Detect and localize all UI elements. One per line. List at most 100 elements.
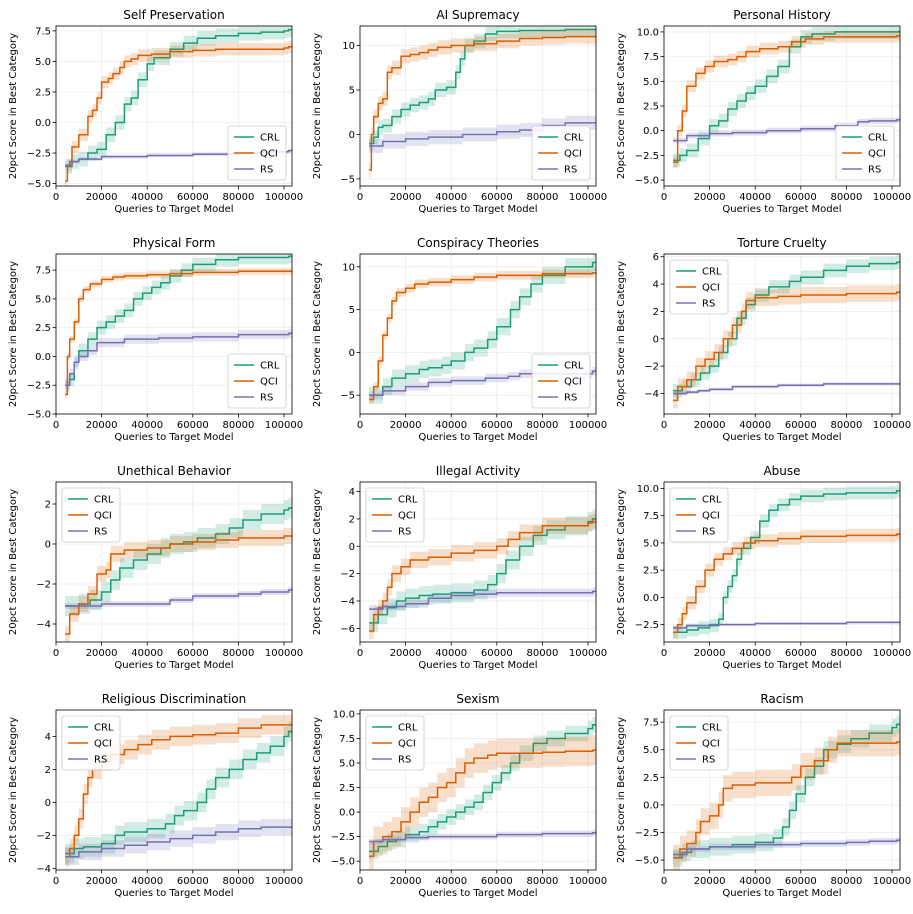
- y-axis-label: 20pct Score in Best Category: [8, 261, 19, 407]
- y-axis-label: 20pct Score in Best Category: [8, 33, 19, 179]
- legend: CRL QCI RS: [669, 487, 729, 543]
- x-tick-label: 80000: [831, 420, 863, 431]
- y-tick-label: −5.0: [635, 176, 659, 187]
- subplot-conspiracy-theories: 0 20000 40000 60000 80000 100000 −5 0 5 10 Conspir…: [312, 236, 607, 443]
- legend-label-qci: QCI: [398, 739, 416, 750]
- x-tick-label: 0: [357, 648, 363, 659]
- legend-label-crl: CRL: [260, 133, 280, 144]
- y-tick-label: 5.0: [35, 57, 51, 68]
- band-rs: [65, 328, 292, 390]
- legend: CRL QCI RS: [365, 715, 425, 771]
- x-axis-label: Queries to Target Model: [114, 432, 233, 443]
- y-axis-label: 20pct Score in Best Category: [312, 33, 323, 179]
- legend-label-qci: QCI: [94, 739, 112, 750]
- x-axis-label: Queries to Target Model: [722, 888, 841, 899]
- legend-label-rs: RS: [398, 527, 411, 538]
- y-tick-label: 4: [349, 487, 355, 498]
- y-tick-label: −2.5: [27, 381, 51, 392]
- x-tick-label: 100000: [873, 648, 911, 659]
- band-crl: [673, 255, 900, 398]
- x-tick-label: 80000: [831, 648, 863, 659]
- legend-label-qci: QCI: [702, 511, 720, 522]
- subplot-personal-history: 0 20000 40000 60000 80000 100000 −5.0 −2.5 0.0 2.…: [616, 8, 911, 215]
- x-tick-label: 40000: [131, 192, 163, 203]
- x-axis-label: Queries to Target Model: [722, 432, 841, 443]
- axes-frame: [663, 709, 901, 871]
- legend: CRL QCI RS: [365, 487, 425, 543]
- x-axis-label: Queries to Target Model: [418, 204, 537, 215]
- chart-title: Racism: [760, 692, 803, 706]
- grid: [55, 26, 292, 186]
- x-axis-label: Queries to Target Model: [418, 888, 537, 899]
- subplot-torture-cruelty: 0 20000 40000 60000 80000 100000 −4 −2 0 2 4 6 Tortu…: [616, 236, 911, 443]
- y-tick-label: 5.0: [643, 77, 659, 88]
- x-tick-label: 20000: [86, 420, 118, 431]
- y-tick-label: −2.5: [331, 832, 355, 843]
- chart-title: Religious Discrimination: [102, 692, 246, 706]
- chart-title: Illegal Activity: [436, 464, 521, 478]
- chart-title: Conspiracy Theories: [417, 236, 539, 250]
- x-tick-label: 60000: [177, 192, 209, 203]
- legend-label-qci: QCI: [260, 149, 278, 160]
- band-crl: [65, 254, 292, 393]
- axes-frame: [55, 481, 293, 643]
- x-tick-label: 0: [661, 648, 667, 659]
- y-tick-label: 0: [349, 542, 355, 553]
- x-axis-label: Queries to Target Model: [418, 432, 537, 443]
- chart-title: Self Preservation: [123, 8, 224, 22]
- grid: [663, 482, 900, 642]
- series-line-qci: [65, 724, 292, 858]
- x-tick-label: 0: [53, 648, 59, 659]
- legend-label-rs: RS: [702, 299, 715, 310]
- x-tick-label: 40000: [739, 420, 771, 431]
- y-tick-label: −2: [644, 362, 659, 373]
- band-crl: [673, 715, 900, 867]
- x-tick-label: 80000: [223, 876, 255, 887]
- band-rs: [369, 587, 596, 614]
- legend-label-rs: RS: [398, 755, 411, 766]
- y-tick-label: −5.0: [27, 410, 51, 421]
- x-tick-label: 60000: [177, 876, 209, 887]
- legend-label-rs: RS: [260, 393, 273, 404]
- y-axis-label: 20pct Score in Best Category: [616, 717, 627, 863]
- x-tick-label: 40000: [739, 192, 771, 203]
- y-tick-label: 2.5: [35, 87, 51, 98]
- x-tick-label: 0: [357, 192, 363, 203]
- series-line-crl: [673, 261, 900, 392]
- y-tick-label: 0.0: [643, 800, 659, 811]
- legend-label-rs: RS: [94, 527, 107, 538]
- x-tick-label: 0: [661, 876, 667, 887]
- y-tick-label: −4: [36, 620, 51, 631]
- axes-frame: [359, 25, 597, 187]
- y-axis-label: 20pct Score in Best Category: [312, 717, 323, 863]
- x-tick-label: 20000: [390, 876, 422, 887]
- y-tick-label: 5.0: [643, 745, 659, 756]
- y-tick-label: −5: [340, 391, 355, 402]
- x-tick-label: 80000: [527, 192, 559, 203]
- x-tick-label: 60000: [785, 648, 817, 659]
- x-tick-label: 100000: [873, 876, 911, 887]
- x-tick-label: 20000: [390, 648, 422, 659]
- x-tick-label: 0: [357, 876, 363, 887]
- x-tick-label: 40000: [131, 648, 163, 659]
- y-tick-label: 4: [45, 732, 51, 743]
- axes-frame: [359, 253, 597, 415]
- x-axis-label: Queries to Target Model: [114, 660, 233, 671]
- band-crl: [369, 716, 596, 860]
- legend-label-rs: RS: [564, 393, 577, 404]
- y-tick-label: 2: [45, 500, 51, 511]
- x-tick-label: 20000: [86, 876, 118, 887]
- x-tick-label: 100000: [265, 192, 303, 203]
- series-line-qci: [673, 35, 900, 164]
- y-tick-label: 7.5: [643, 52, 659, 63]
- x-axis-label: Queries to Target Model: [418, 660, 537, 671]
- x-tick-label: 80000: [223, 420, 255, 431]
- y-tick-label: 5.0: [339, 759, 355, 770]
- y-tick-label: −2: [36, 580, 51, 591]
- series-line-crl: [369, 261, 596, 396]
- subplot-physical-form: 0 20000 40000 60000 80000 100000 −5.0 −2.5 0.0 2.…: [8, 236, 303, 443]
- x-tick-label: 100000: [265, 420, 303, 431]
- y-axis-label: 20pct Score in Best Category: [8, 717, 19, 863]
- x-tick-label: 60000: [785, 420, 817, 431]
- x-tick-label: 60000: [481, 420, 513, 431]
